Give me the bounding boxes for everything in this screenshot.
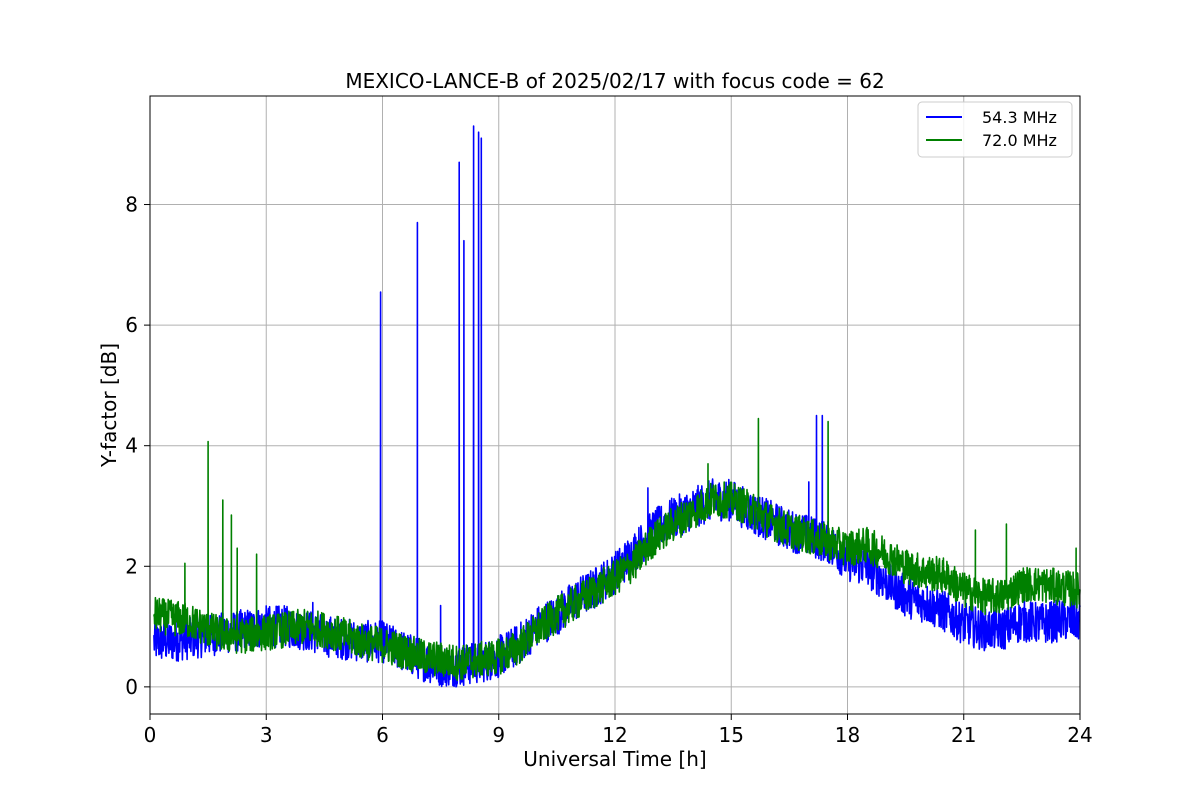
- legend: 54.3 MHz 72.0 MHz: [917, 101, 1073, 158]
- x-tick-label: 0: [144, 723, 157, 747]
- legend-label-54-3-mhz: 54.3 MHz: [982, 108, 1057, 127]
- x-tick-label: 18: [835, 723, 860, 747]
- x-tick-label: 9: [492, 723, 505, 747]
- y-tick-label: 4: [125, 434, 138, 458]
- x-tick-label: 15: [719, 723, 744, 747]
- legend-box: [917, 101, 1073, 158]
- y-tick-label: 2: [125, 554, 138, 578]
- x-tick-label: 3: [260, 723, 273, 747]
- x-axis: 0 3 6 9 12 15 18 21 24: [144, 714, 1093, 747]
- y-tick-label: 8: [125, 193, 138, 217]
- x-tick-label: 6: [376, 723, 389, 747]
- legend-label-72-0-mhz: 72.0 MHz: [982, 131, 1057, 150]
- x-tick-label: 12: [602, 723, 627, 747]
- series-line-72-0-mhz: [153, 417, 1081, 681]
- y-axis-label: Y-factor [dB]: [97, 343, 121, 468]
- y-tick-label: 0: [125, 675, 138, 699]
- plot-area: [153, 125, 1081, 688]
- y-tick-label: 6: [125, 313, 138, 337]
- chart-title: MEXICO-LANCE-B of 2025/02/17 with focus …: [345, 69, 884, 93]
- x-axis-label: Universal Time [h]: [523, 747, 706, 771]
- x-tick-label: 21: [951, 723, 976, 747]
- x-tick-label: 24: [1067, 723, 1092, 747]
- y-axis: 0 2 4 6 8: [125, 193, 150, 699]
